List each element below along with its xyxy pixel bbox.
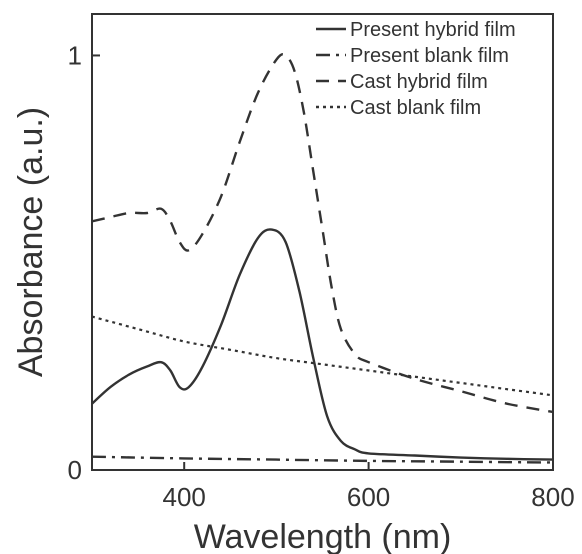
legend-label-1: Present hybrid film xyxy=(350,19,516,41)
x-axis-label: Wavelength (nm) xyxy=(194,518,452,554)
legend-label-2: Present blank film xyxy=(350,45,509,67)
plot-layer xyxy=(92,53,553,464)
legend-label-3: Cast hybrid film xyxy=(350,71,488,93)
y-axis-label: Absorbance (a.u.) xyxy=(12,107,50,377)
x-tick-label: 400 xyxy=(163,482,206,512)
x-tick-label: 800 xyxy=(531,482,574,512)
legend-label-4: Cast blank film xyxy=(350,97,481,119)
series-line-3 xyxy=(92,53,553,414)
x-tick-label: 600 xyxy=(347,482,390,512)
y-tick-label: 0 xyxy=(68,455,82,485)
legend: Present hybrid film Present blank film Cas… xyxy=(316,19,516,119)
plot-frame xyxy=(91,13,554,471)
y-tick-label: 1 xyxy=(68,40,82,70)
series-line-2 xyxy=(92,455,553,464)
axes-layer: 400 600 800 0 1 xyxy=(68,13,575,512)
series-line-4 xyxy=(92,315,553,397)
series-line-1 xyxy=(92,228,553,461)
